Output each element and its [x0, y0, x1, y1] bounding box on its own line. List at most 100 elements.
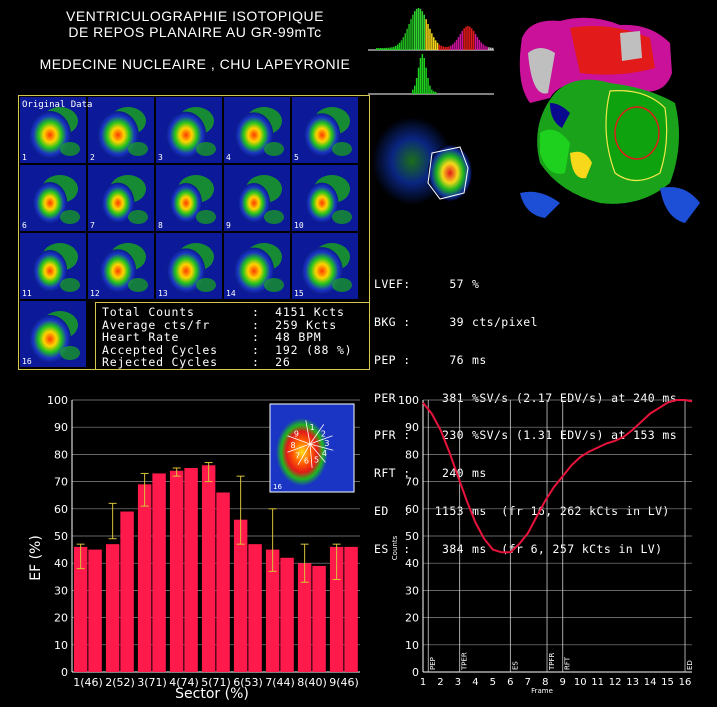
bar-y-tick-label: 20: [54, 612, 68, 625]
bar-y-tick-label: 40: [54, 557, 68, 570]
histogram-bar: [423, 14, 425, 50]
line-x-tick-label: 10: [574, 677, 587, 688]
histogram-bar: [429, 85, 431, 94]
event-marker-label: TPER: [461, 652, 469, 671]
event-marker-label: RFT: [564, 656, 572, 670]
bar-y-tick-label: 70: [54, 476, 68, 489]
frame-image: [156, 233, 222, 299]
bar-y-tick-label: 90: [54, 421, 68, 434]
line-y-tick-label: 20: [405, 612, 419, 625]
ef-bar: [344, 546, 358, 672]
histogram-bar: [406, 28, 408, 50]
histogram-bar: [452, 44, 454, 50]
histogram-bar: [408, 23, 410, 50]
histogram-bar: [385, 47, 387, 50]
frame-number: 6: [22, 221, 27, 230]
histogram-bar: [389, 47, 391, 50]
bar-x-tick-label: 3(71): [137, 676, 167, 689]
line-x-tick-label: 5: [490, 677, 496, 688]
histogram-bar: [419, 57, 422, 94]
histogram-bar: [438, 44, 441, 50]
frame-number: 5: [294, 153, 299, 162]
histogram-bar: [376, 47, 378, 50]
inset-sector-line: [309, 443, 313, 468]
histogram-bar: [387, 47, 389, 50]
histogram-bar: [414, 11, 416, 50]
inset-sector-label: 3: [324, 439, 329, 448]
histogram-bar: [448, 46, 450, 50]
histogram-bar: [421, 11, 424, 50]
histogram-bar: [417, 67, 420, 94]
frame-number: 15: [294, 289, 304, 298]
bar-y-tick-label: 30: [54, 584, 68, 597]
gated-frame: 1: [20, 97, 86, 163]
line-x-tick-label: 6: [507, 677, 513, 688]
inset-sector-line: [287, 435, 311, 445]
ef-bar: [169, 470, 184, 672]
inset-sector-line: [287, 443, 311, 453]
line-y-tick-label: 50: [405, 530, 419, 543]
stat-rejected-cycles: Rejected Cycles: 26: [102, 355, 291, 370]
inset-frame-number: 16: [273, 483, 282, 491]
ef-bar: [120, 511, 134, 672]
histogram-bar: [463, 28, 465, 50]
acquisition-stats: Total Counts: 4151 Kcts Average cts/fr: …: [95, 302, 370, 370]
histogram-bar: [478, 39, 481, 50]
event-marker-label: PEP: [429, 657, 437, 670]
gated-frame: 9: [224, 165, 290, 231]
line-x-axis-label: Frame: [531, 687, 553, 695]
gated-frame: 15: [292, 233, 358, 299]
line-y-tick-label: 90: [405, 421, 419, 434]
gated-frame: 5: [292, 97, 358, 163]
histogram-bar: [469, 26, 471, 50]
ef-bar: [312, 565, 326, 672]
result-pep: PEP :76 ms: [374, 352, 487, 367]
histogram-bar: [379, 47, 382, 50]
bar-y-tick-label: 80: [54, 448, 68, 461]
department-name: MEDECINE NUCLEAIRE , CHU LAPEYRONIE: [39, 56, 351, 72]
original-data-panel: 1 2 3 4 5 6 7 8 9 10 11 12 13 14 15 16: [18, 95, 370, 370]
frame-number: 12: [90, 289, 100, 298]
ef-bar: [280, 557, 294, 672]
line-y-tick-label: 30: [405, 584, 419, 597]
histogram-bar: [433, 37, 435, 50]
histogram-bar: [383, 47, 386, 50]
histogram-bar: [419, 8, 422, 50]
histogram-bar: [442, 46, 444, 50]
line-x-tick-label: 11: [591, 677, 604, 688]
frame-image: [292, 165, 358, 231]
ef-bar: [201, 465, 216, 672]
result-pfr: PFR :230 %SV/s (1.31 EDV/s) at 153 ms: [374, 428, 678, 443]
stat-total-counts: Total Counts: 4151 Kcts: [102, 305, 345, 319]
stat-heart-rate: Heart Rate: 48 BPM: [102, 330, 322, 345]
ef-bar: [137, 484, 152, 672]
frame-image: [88, 97, 154, 163]
inset-sector-label: 7: [295, 452, 300, 461]
frame-image: [20, 165, 86, 231]
bar-x-tick-label: 4(74): [169, 676, 199, 689]
ef-bar: [105, 544, 120, 672]
volume-curve-chart: 0 10 20 30 40 50 60 70 80 90 100 PEP TPER ES TPFR RFT E…: [391, 394, 694, 695]
line-y-tick-label: 10: [405, 639, 419, 652]
histogram-bar: [398, 42, 401, 50]
inset-sector-line: [309, 443, 334, 451]
gated-frame: 4: [224, 97, 290, 163]
line-x-tick-label: 12: [609, 677, 622, 688]
frame-number: 3: [158, 153, 163, 162]
histogram-bar: [431, 89, 433, 94]
line-x-tick-label: 7: [525, 677, 531, 688]
histogram-bar: [431, 33, 433, 50]
frame-image: [292, 233, 358, 299]
histogram-bar: [427, 23, 429, 50]
histogram-bar: [455, 39, 458, 50]
histogram-bar: [391, 47, 393, 50]
line-y-tick-label: 100: [398, 394, 419, 407]
report-title: VENTRICULOGRAPHIE ISOTOPIQUE DE REPOS PL…: [30, 8, 360, 72]
histogram-bar: [472, 30, 475, 50]
histogram-bar: [476, 37, 479, 50]
inset-sector-label: 1: [310, 423, 315, 432]
event-marker-label: ED: [686, 660, 694, 670]
bar-y-tick-label: 10: [54, 639, 68, 652]
frame-image: [156, 97, 222, 163]
result-bkg: BKG :39 cts/pixel: [374, 314, 538, 329]
